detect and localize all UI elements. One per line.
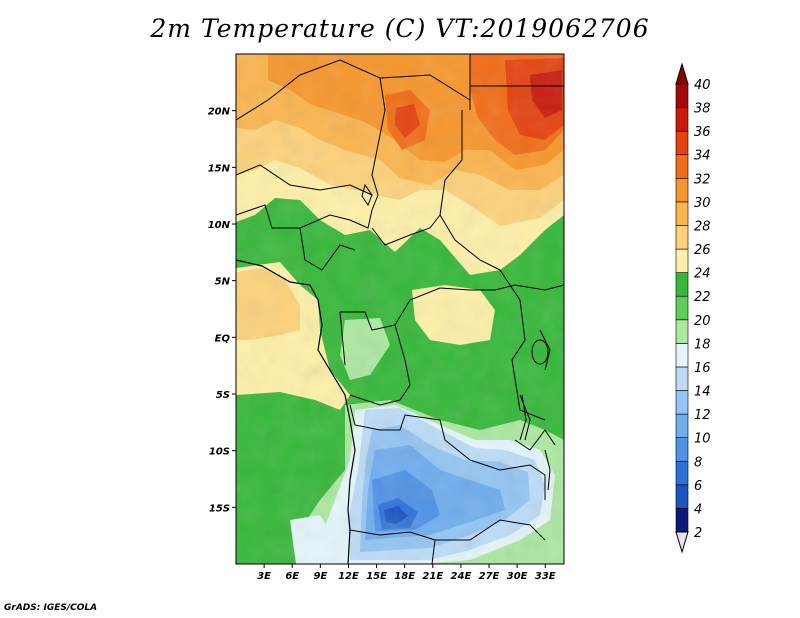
colorbar-segment bbox=[675, 178, 689, 203]
lon-tick-label: 27E bbox=[479, 571, 500, 582]
colorbar-segment bbox=[675, 343, 689, 368]
colorbar-label: 18 bbox=[694, 337, 711, 352]
colorbar-label: 20 bbox=[694, 314, 711, 329]
lon-tick-label: 33E bbox=[535, 571, 556, 582]
colorbar-segment bbox=[675, 248, 689, 273]
lon-tick-label: 24E bbox=[451, 571, 472, 582]
colorbar-segment bbox=[675, 460, 689, 486]
map-frame bbox=[235, 53, 565, 565]
colorbar-label: 6 bbox=[694, 479, 702, 494]
colorbar-label: 36 bbox=[694, 125, 711, 140]
credit-label: GrADS: IGES/COLA bbox=[4, 603, 98, 613]
colorbar-segment bbox=[675, 107, 689, 132]
lon-axis: 3E 6E 9E 12E 15E 18E 21E 24E 27E 30E 33E bbox=[257, 564, 556, 582]
chart-title: 2m Temperature (C) VT:2019062706 bbox=[150, 14, 650, 43]
colorbar-segment bbox=[675, 437, 689, 462]
colorbar-label: 4 bbox=[694, 502, 702, 517]
lat-tick-label: 15S bbox=[209, 503, 230, 514]
lon-tick-label: 15E bbox=[366, 571, 387, 582]
lon-tick-label: 12E bbox=[338, 571, 359, 582]
colorbar-label: 16 bbox=[694, 361, 711, 376]
lat-tick-label: 5S bbox=[216, 390, 230, 401]
colorbar-label: 22 bbox=[694, 290, 711, 305]
lon-tick-label: 3E bbox=[257, 571, 271, 582]
lat-tick-label: 20N bbox=[208, 107, 231, 118]
colorbar-label: 40 bbox=[694, 78, 711, 93]
colorbar-label: 30 bbox=[694, 196, 711, 211]
temperature-map bbox=[236, 54, 564, 564]
colorbar-label: 14 bbox=[694, 385, 711, 400]
colorbar-segment bbox=[675, 508, 689, 533]
coastline bbox=[236, 259, 356, 564]
colorbar-label: 10 bbox=[694, 432, 711, 447]
lon-tick-label: 6E bbox=[285, 571, 299, 582]
lon-tick-label: 30E bbox=[507, 571, 528, 582]
colorbar-segment bbox=[675, 272, 689, 297]
lat-axis: 20N 15N 10N 5N EQ 5S 10S 15S bbox=[208, 107, 236, 514]
colorbar-label: 32 bbox=[694, 172, 711, 187]
lon-tick-label: 18E bbox=[394, 571, 415, 582]
colorbar-segment bbox=[675, 154, 689, 179]
lakes bbox=[361, 183, 551, 491]
colorbar-segment bbox=[675, 201, 689, 226]
colorbar-label: 28 bbox=[694, 219, 711, 234]
country-borders bbox=[236, 54, 564, 564]
lat-tick-label: 15N bbox=[208, 163, 231, 174]
colorbar-segment bbox=[675, 413, 689, 438]
colorbar-segment bbox=[675, 130, 689, 156]
colorbar-label: 38 bbox=[694, 102, 711, 117]
colorbar-segment bbox=[675, 366, 689, 391]
colorbar-label: 2 bbox=[694, 526, 702, 541]
colorbar-segment bbox=[675, 319, 689, 344]
colorbar-label: 8 bbox=[694, 455, 702, 470]
colorbar-label: 34 bbox=[694, 149, 711, 164]
lat-tick-label: 10S bbox=[209, 447, 230, 458]
colorbar-label: 24 bbox=[694, 267, 711, 282]
colorbar-label: 12 bbox=[694, 408, 711, 423]
lat-tick-label: EQ bbox=[215, 333, 231, 344]
colorbar-lower-arrow bbox=[675, 531, 689, 554]
colorbar-segment bbox=[675, 83, 689, 108]
colorbar-segment bbox=[675, 390, 689, 415]
lon-tick-label: 21E bbox=[422, 571, 443, 582]
field-texture bbox=[236, 54, 564, 564]
colorbar-segment bbox=[675, 484, 689, 509]
lon-tick-label: 9E bbox=[313, 571, 327, 582]
colorbar-segment bbox=[675, 225, 689, 250]
colorbar-segment bbox=[675, 295, 689, 321]
colorbar-label: 26 bbox=[694, 243, 711, 258]
colorbar-upper-arrow bbox=[675, 62, 689, 85]
lat-tick-label: 10N bbox=[208, 220, 231, 231]
lat-tick-label: 5N bbox=[215, 277, 231, 288]
